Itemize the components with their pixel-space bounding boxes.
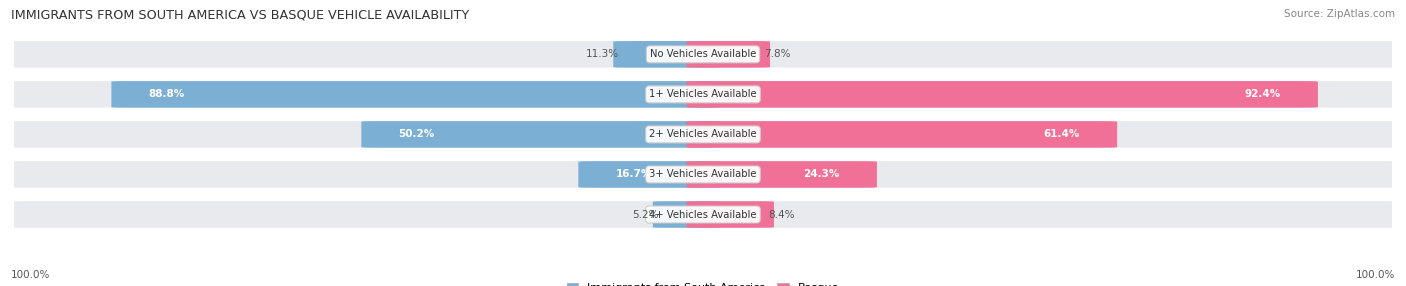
Text: 11.3%: 11.3% [586, 49, 619, 59]
Text: 61.4%: 61.4% [1043, 130, 1080, 139]
FancyBboxPatch shape [686, 121, 1118, 148]
Text: 7.8%: 7.8% [765, 49, 792, 59]
FancyBboxPatch shape [686, 81, 1317, 108]
Text: 4+ Vehicles Available: 4+ Vehicles Available [650, 210, 756, 219]
Text: 100.0%: 100.0% [11, 270, 51, 280]
Text: 88.8%: 88.8% [149, 90, 184, 99]
Text: 1+ Vehicles Available: 1+ Vehicles Available [650, 90, 756, 99]
Text: 3+ Vehicles Available: 3+ Vehicles Available [650, 170, 756, 179]
FancyBboxPatch shape [111, 81, 720, 108]
FancyBboxPatch shape [613, 41, 720, 67]
FancyBboxPatch shape [686, 161, 877, 188]
Text: 100.0%: 100.0% [1355, 270, 1395, 280]
Text: 8.4%: 8.4% [769, 210, 794, 219]
Text: 92.4%: 92.4% [1244, 90, 1281, 99]
FancyBboxPatch shape [0, 160, 1406, 189]
Text: Source: ZipAtlas.com: Source: ZipAtlas.com [1284, 9, 1395, 19]
Text: IMMIGRANTS FROM SOUTH AMERICA VS BASQUE VEHICLE AVAILABILITY: IMMIGRANTS FROM SOUTH AMERICA VS BASQUE … [11, 9, 470, 21]
FancyBboxPatch shape [0, 80, 1406, 109]
Text: 2+ Vehicles Available: 2+ Vehicles Available [650, 130, 756, 139]
Text: 50.2%: 50.2% [398, 130, 434, 139]
FancyBboxPatch shape [686, 41, 770, 67]
Text: No Vehicles Available: No Vehicles Available [650, 49, 756, 59]
FancyBboxPatch shape [0, 39, 1406, 69]
FancyBboxPatch shape [652, 201, 720, 228]
FancyBboxPatch shape [361, 121, 720, 148]
FancyBboxPatch shape [0, 119, 1406, 149]
Legend: Immigrants from South America, Basque: Immigrants from South America, Basque [567, 283, 839, 286]
FancyBboxPatch shape [578, 161, 720, 188]
FancyBboxPatch shape [0, 200, 1406, 229]
Text: 16.7%: 16.7% [616, 170, 652, 179]
FancyBboxPatch shape [686, 201, 773, 228]
Text: 5.2%: 5.2% [631, 210, 658, 219]
Text: 24.3%: 24.3% [803, 170, 839, 179]
